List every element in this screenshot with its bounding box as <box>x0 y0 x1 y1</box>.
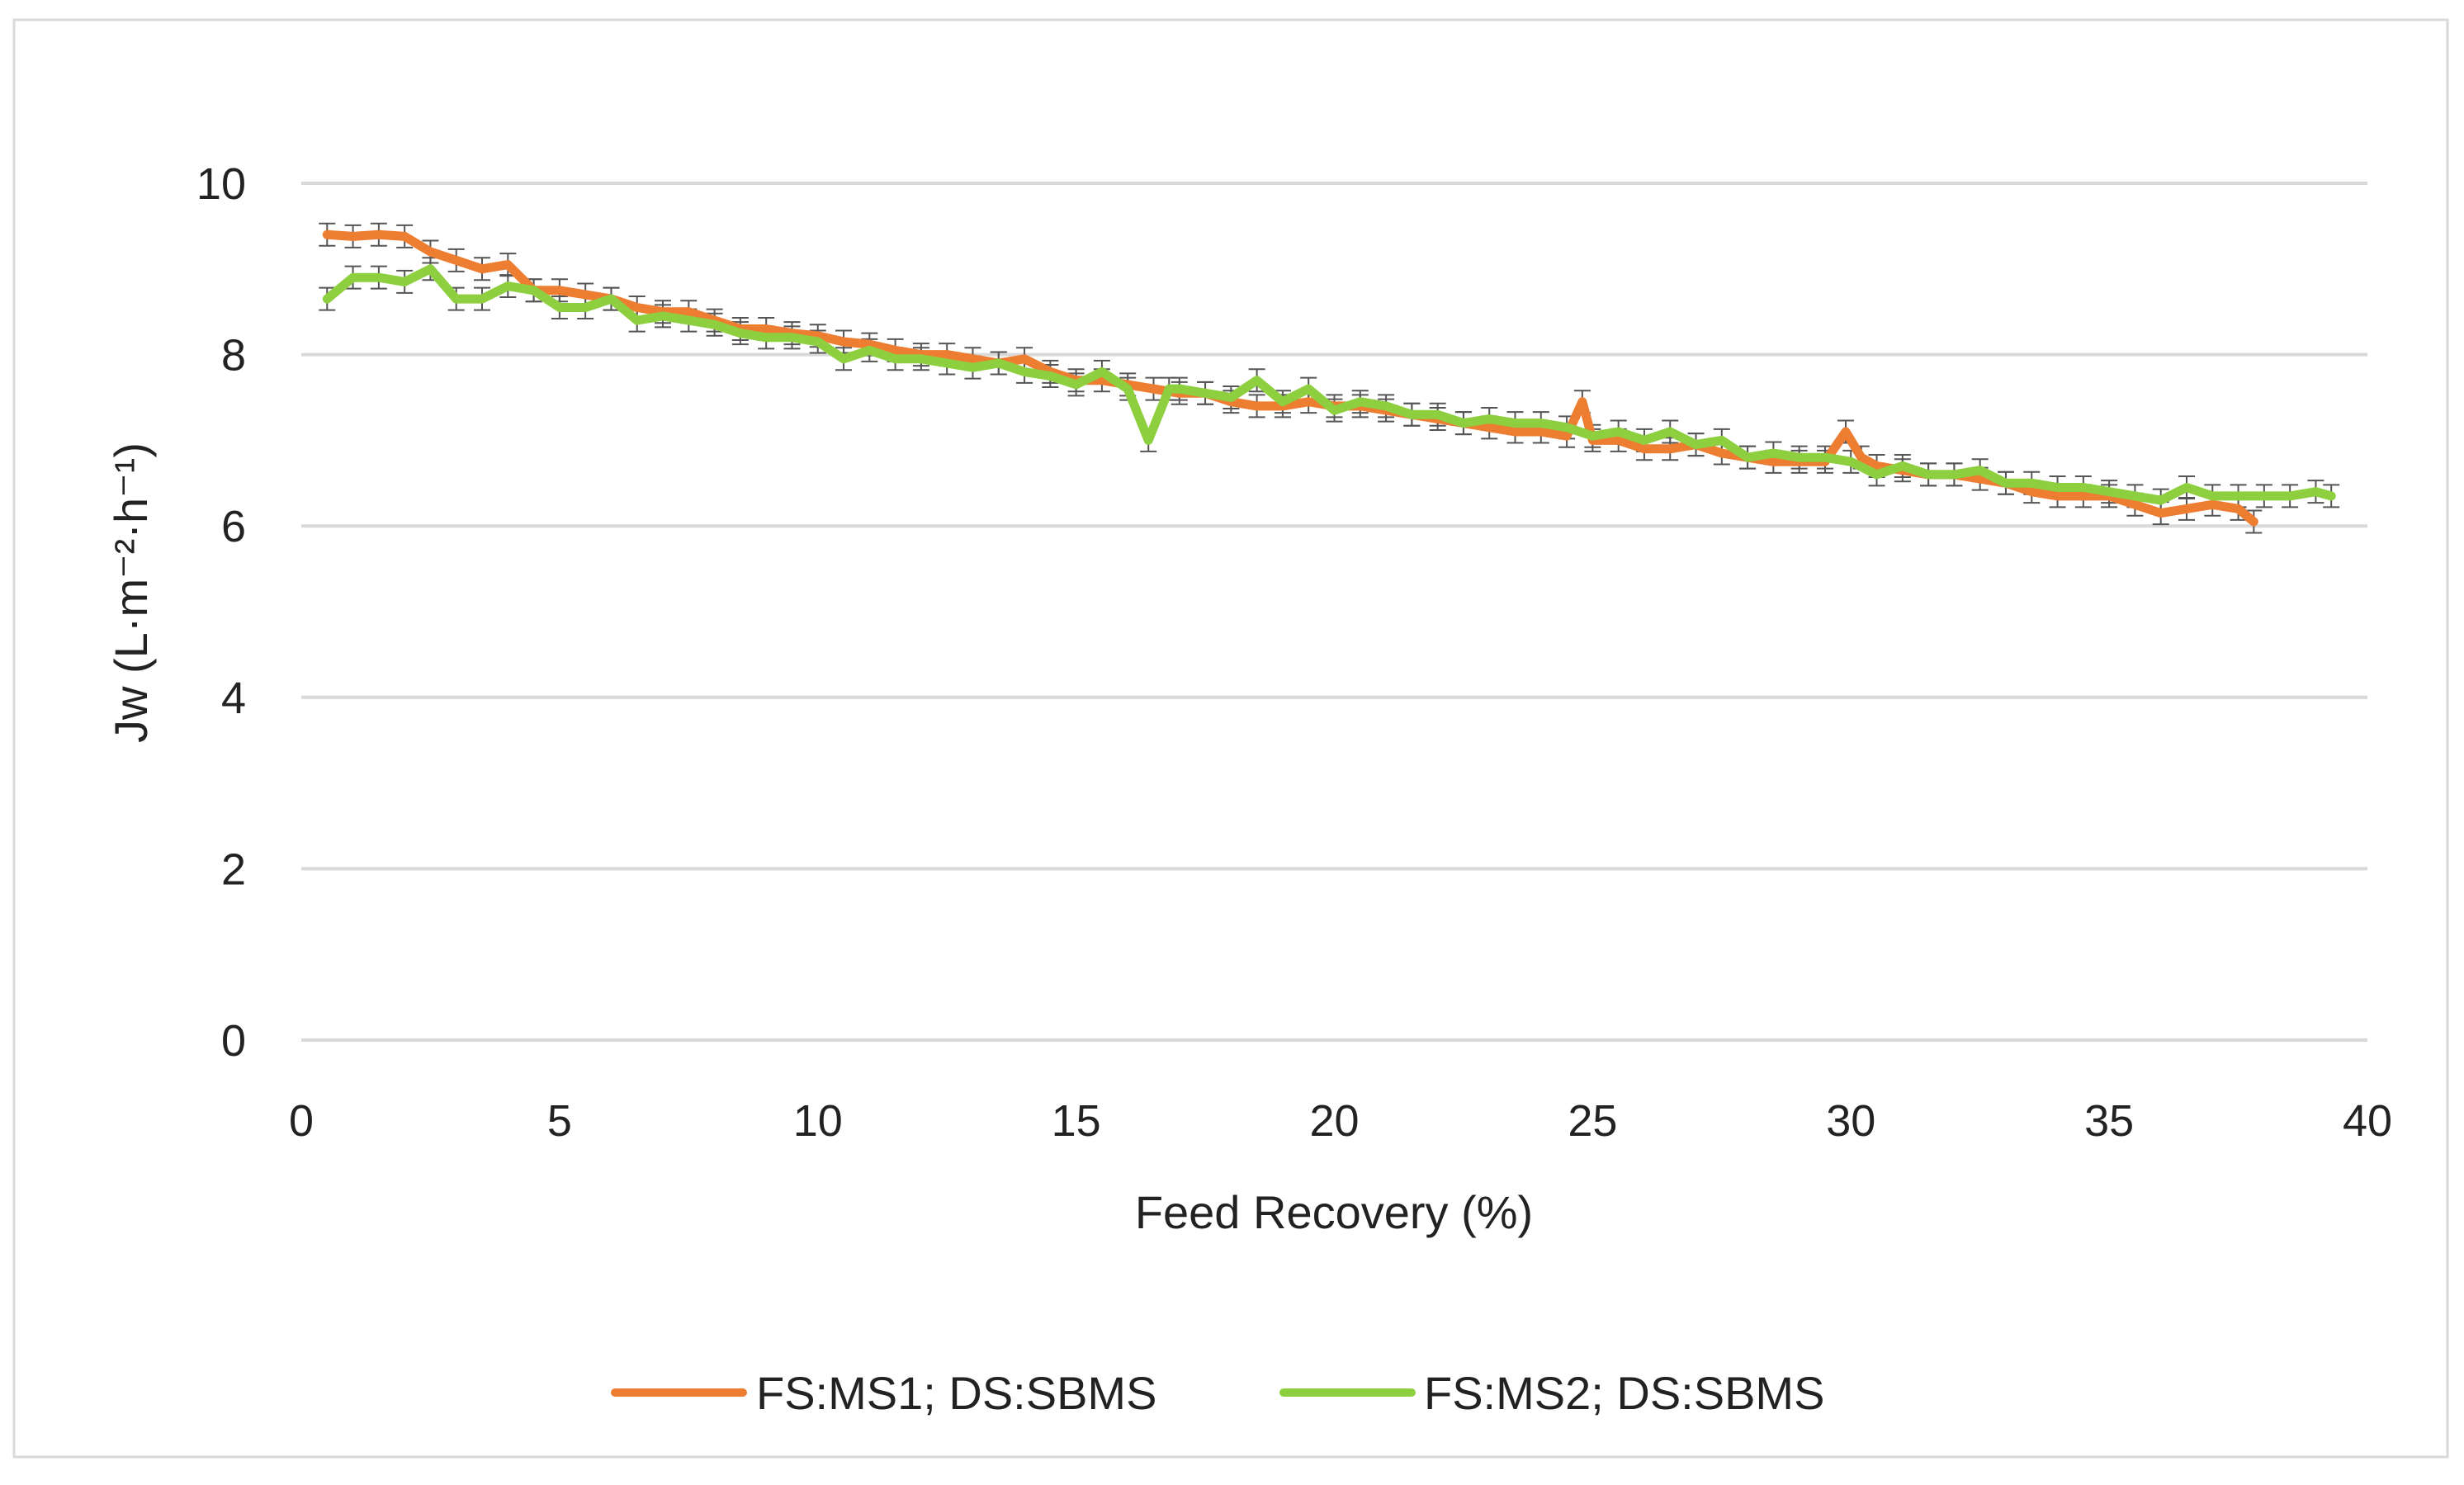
y-tick-label: 0 <box>221 1016 246 1066</box>
x-tick-label: 20 <box>1309 1096 1359 1146</box>
y-axis-title: Jw (L·m⁻²·h⁻¹) <box>105 442 157 743</box>
gridlines <box>301 182 2367 871</box>
chart-border <box>12 18 2449 1459</box>
y-tick-label: 10 <box>196 159 246 209</box>
x-tick-label: 35 <box>2084 1096 2134 1146</box>
x-tick-label: 25 <box>1568 1096 1617 1146</box>
x-tick-label: 30 <box>1826 1096 1875 1146</box>
legend-label-series-1: FS:MS1; DS:SBMS <box>756 1367 1156 1419</box>
x-tick-labels: 0 5 10 15 20 25 30 35 40 <box>289 1096 2392 1146</box>
x-tick-label: 0 <box>289 1096 314 1146</box>
x-tick-label: 10 <box>793 1096 843 1146</box>
series-line-2 <box>322 264 2336 505</box>
y-tick-labels: 0 2 4 6 8 10 <box>196 159 246 1066</box>
legend-label-series-2: FS:MS2; DS:SBMS <box>1424 1367 1824 1419</box>
y-tick-label: 8 <box>221 331 246 381</box>
x-axis-title: Feed Recovery (%) <box>1135 1186 1533 1238</box>
series-lines <box>322 229 2336 527</box>
x-tick-label: 40 <box>2343 1096 2392 1146</box>
y-tick-label: 2 <box>221 844 246 894</box>
legend: FS:MS1; DS:SBMS FS:MS2; DS:SBMS <box>611 1367 1824 1419</box>
x-tick-label: 5 <box>547 1096 572 1146</box>
y-tick-label: 6 <box>221 502 246 551</box>
y-tick-label: 4 <box>221 674 246 723</box>
x-tick-label: 15 <box>1052 1096 1101 1146</box>
